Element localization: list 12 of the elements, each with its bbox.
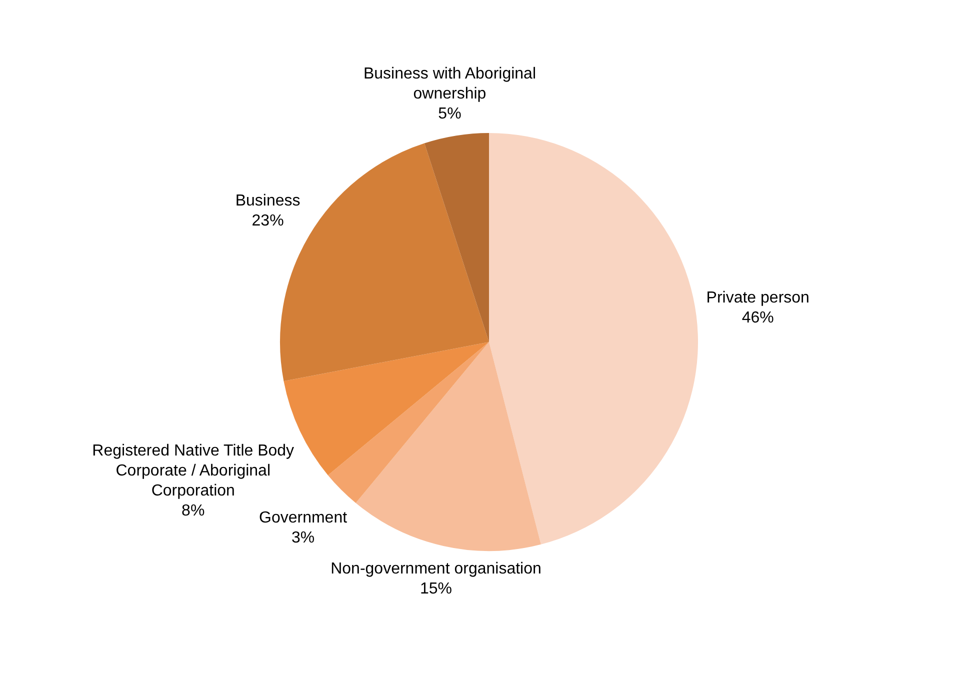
slice-label: Government bbox=[259, 509, 348, 526]
slice-label: Private person bbox=[706, 289, 810, 306]
data-label: 5% bbox=[438, 105, 462, 122]
data-label: 46% bbox=[742, 309, 774, 326]
data-label: 8% bbox=[182, 502, 205, 520]
data-label: 15% bbox=[420, 580, 452, 598]
slice-label: Non-government organisation bbox=[330, 560, 542, 578]
slice-label: Business bbox=[235, 192, 300, 210]
data-label: 3% bbox=[291, 529, 315, 546]
data-label: 23% bbox=[252, 212, 284, 230]
slice-label: Business with Aboriginal ownership bbox=[363, 65, 536, 102]
slice-label: Registered Native Title Body Corporate / Aboriginal Corporation bbox=[92, 442, 294, 500]
